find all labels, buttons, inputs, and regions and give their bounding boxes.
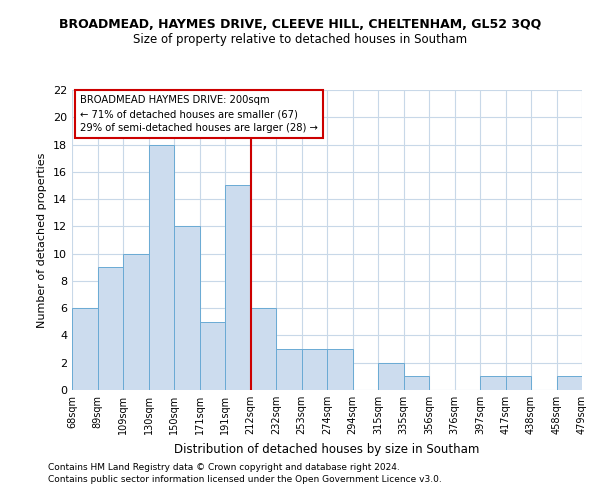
Text: Contains HM Land Registry data © Crown copyright and database right 2024.: Contains HM Land Registry data © Crown c… [48, 464, 400, 472]
Bar [302, 349, 327, 390]
Bar [123, 254, 149, 390]
Bar [174, 226, 199, 390]
Text: Size of property relative to detached houses in Southam: Size of property relative to detached ho… [133, 32, 467, 46]
Bar [378, 362, 404, 390]
Text: BROADMEAD, HAYMES DRIVE, CLEEVE HILL, CHELTENHAM, GL52 3QQ: BROADMEAD, HAYMES DRIVE, CLEEVE HILL, CH… [59, 18, 541, 30]
Bar [97, 268, 123, 390]
Bar [404, 376, 429, 390]
Text: BROADMEAD HAYMES DRIVE: 200sqm
← 71% of detached houses are smaller (67)
29% of : BROADMEAD HAYMES DRIVE: 200sqm ← 71% of … [80, 96, 317, 134]
Bar [327, 349, 353, 390]
Bar [199, 322, 225, 390]
Bar [225, 186, 251, 390]
Bar [149, 144, 174, 390]
Bar [480, 376, 505, 390]
Text: Contains public sector information licensed under the Open Government Licence v3: Contains public sector information licen… [48, 475, 442, 484]
X-axis label: Distribution of detached houses by size in Southam: Distribution of detached houses by size … [175, 442, 479, 456]
Bar [251, 308, 276, 390]
Bar [72, 308, 97, 390]
Y-axis label: Number of detached properties: Number of detached properties [37, 152, 47, 328]
Bar [276, 349, 302, 390]
Bar [505, 376, 531, 390]
Bar [557, 376, 582, 390]
